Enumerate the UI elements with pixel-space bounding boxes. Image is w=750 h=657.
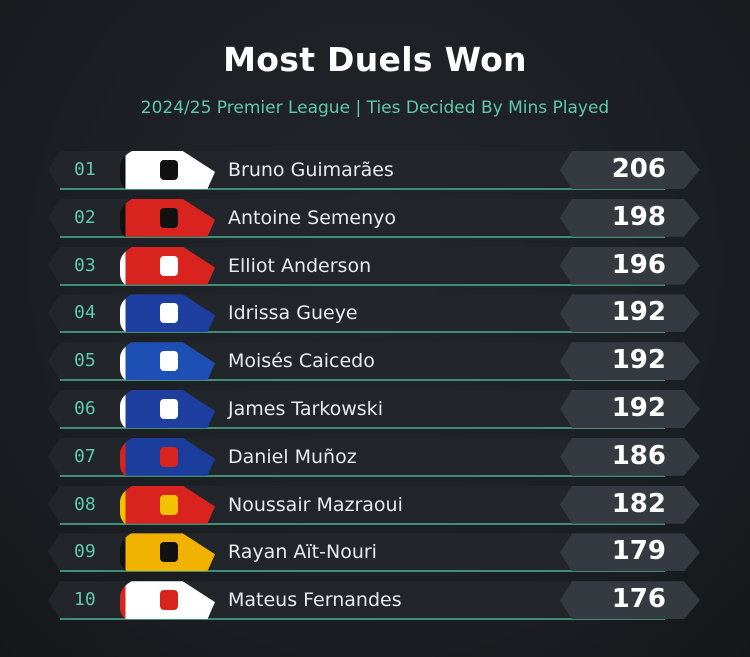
player-name: Daniel Muñoz <box>228 445 357 468</box>
player-name: Moisés Caicedo <box>228 350 375 373</box>
row-underline <box>60 427 665 429</box>
club-badge-icon <box>120 437 215 476</box>
value-box <box>560 581 700 620</box>
player-name: Bruno Guimarães <box>228 159 394 181</box>
table-row: 10 Mateus Fernandes 176 <box>48 581 700 621</box>
value-box <box>560 437 700 476</box>
duels-won-value: 198 <box>611 201 666 232</box>
value-box <box>560 151 700 189</box>
row-underline <box>60 474 665 477</box>
table-row: 04 Idrissa Gueye 192 <box>48 294 700 334</box>
rank-label: 05 <box>74 350 96 372</box>
value-box <box>560 342 700 381</box>
crest-emblem <box>160 494 178 515</box>
rank-label: 01 <box>74 159 96 180</box>
rank-label: 08 <box>74 493 96 515</box>
duels-won-value: 192 <box>611 345 666 376</box>
duels-won-value: 192 <box>611 297 666 328</box>
row-underline <box>60 235 665 238</box>
row-underline <box>60 283 665 286</box>
duels-won-value: 192 <box>611 393 666 423</box>
table-row: 09 Rayan Aït-Nouri 179 <box>48 533 700 573</box>
table-row: 05 Moisés Caicedo 192 <box>48 342 700 382</box>
page-title: Most Duels Won <box>223 40 527 79</box>
value-box <box>560 390 700 428</box>
duels-won-value: 196 <box>611 249 666 280</box>
table-row: 01 Bruno Guimarães 206 <box>48 151 700 190</box>
table-row: 06 James Tarkowski 192 <box>48 390 700 429</box>
value-box <box>560 533 700 572</box>
row-underline <box>60 570 665 573</box>
row-underline <box>60 331 665 334</box>
crest-emblem <box>160 255 178 276</box>
row-underline <box>60 618 665 621</box>
table-row: 08 Noussair Mazraoui 182 <box>48 485 700 525</box>
crest-emblem <box>160 542 178 563</box>
crest-emblem <box>160 446 178 467</box>
row-underline <box>60 379 665 382</box>
crest-emblem <box>160 160 178 180</box>
page-subtitle: 2024/25 Premier League | Ties Decided By… <box>140 98 610 118</box>
rank-label: 06 <box>74 398 96 419</box>
duels-won-value: 176 <box>611 584 666 615</box>
crest-emblem <box>160 303 178 324</box>
duels-won-value: 182 <box>611 488 666 519</box>
player-name: Elliot Anderson <box>228 254 372 277</box>
rank-label: 07 <box>74 445 96 467</box>
duels-won-value: 206 <box>611 154 666 184</box>
row-underline <box>60 188 665 190</box>
table-row: 07 Daniel Muñoz 186 <box>48 437 700 477</box>
player-name: Mateus Fernandes <box>228 589 402 612</box>
value-box <box>560 294 700 333</box>
player-name: James Tarkowski <box>228 398 383 420</box>
crest-emblem <box>160 351 178 372</box>
crest-emblem <box>160 590 178 611</box>
rank-label: 10 <box>74 589 96 611</box>
crest-emblem <box>160 207 178 228</box>
duels-won-value: 179 <box>611 536 666 567</box>
rank-label: 09 <box>74 541 96 563</box>
table-row: 03 Elliot Anderson 196 <box>48 246 700 286</box>
club-badge-icon <box>120 390 215 428</box>
row-underline <box>60 522 665 525</box>
player-name: Rayan Aït-Nouri <box>228 541 377 564</box>
player-name: Antoine Semenyo <box>228 206 397 229</box>
value-box <box>560 198 700 237</box>
crest-emblem <box>160 399 178 419</box>
value-box <box>560 246 700 285</box>
player-name: Noussair Mazraoui <box>228 493 403 516</box>
duels-won-value: 186 <box>611 440 666 471</box>
player-name: Idrissa Gueye <box>228 302 358 325</box>
table-row: 02 Antoine Semenyo 198 <box>48 198 700 238</box>
value-box <box>560 485 700 524</box>
rank-label: 02 <box>74 206 96 228</box>
rank-label: 04 <box>74 302 96 324</box>
rank-label: 03 <box>74 254 96 276</box>
